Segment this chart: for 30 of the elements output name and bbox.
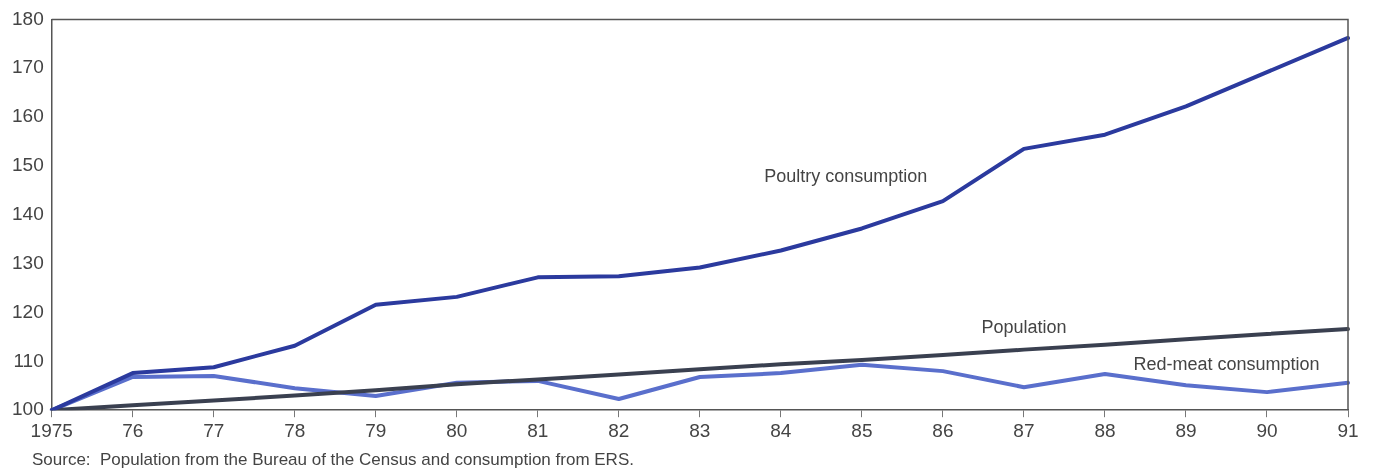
series-label: Poultry consumption [764, 165, 928, 186]
x-tick-label: 90 [1256, 419, 1278, 441]
y-tick-label: 120 [12, 300, 44, 322]
y-tick-label: 100 [12, 398, 44, 420]
x-tick-label: 77 [203, 419, 225, 441]
y-tick-label: 110 [13, 349, 44, 371]
x-tick-label: 85 [851, 419, 873, 441]
series-label: Population [981, 316, 1067, 337]
x-tick-label: 81 [527, 419, 549, 441]
x-tick-label: 88 [1094, 419, 1116, 441]
y-tick-label: 130 [12, 251, 44, 273]
series-label: Red-meat consumption [1133, 353, 1320, 374]
x-tick-label: 89 [1175, 419, 1197, 441]
x-tick-label: 91 [1337, 419, 1359, 441]
x-tick-label: 1975 [30, 419, 73, 441]
x-tick-label: 76 [122, 419, 144, 441]
x-tick-label: 83 [689, 419, 711, 441]
source-note: Source: Population from the Bureau of the Census and consumption from ERS. [32, 450, 634, 470]
x-tick-label: 80 [446, 419, 468, 441]
x-tick-label: 84 [770, 419, 792, 441]
x-tick-label: 78 [284, 419, 306, 441]
x-tick-label: 86 [932, 419, 954, 441]
y-tick-label: 150 [12, 154, 44, 176]
x-tick-label: 82 [608, 419, 630, 441]
x-tick-label: 87 [1013, 419, 1035, 441]
y-tick-label: 140 [12, 203, 44, 225]
y-tick-label: 160 [12, 105, 44, 127]
y-tick-label: 180 [12, 7, 44, 29]
x-tick-label: 79 [365, 419, 387, 441]
y-tick-label: 170 [12, 56, 44, 78]
